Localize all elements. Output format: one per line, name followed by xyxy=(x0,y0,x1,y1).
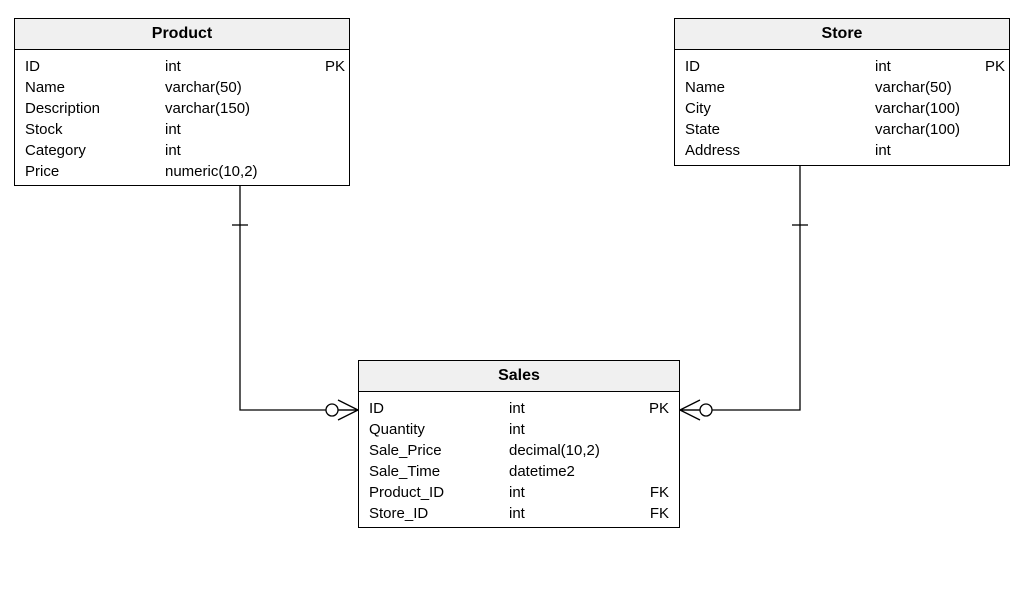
field-type: int xyxy=(165,140,315,161)
field-key xyxy=(315,98,345,119)
cardinality-zero-icon xyxy=(700,404,712,416)
field-key: PK xyxy=(315,56,345,77)
field-type: varchar(100) xyxy=(875,98,985,119)
entity-sales-body: IDintPKQuantityintSale_Pricedecimal(10,2… xyxy=(359,392,679,534)
entity-store: Store IDintPKNamevarchar(50)Cityvarchar(… xyxy=(674,18,1010,166)
field-key xyxy=(985,77,1005,98)
field-name: Name xyxy=(685,77,875,98)
entity-product: Product IDintPKNamevarchar(50)Descriptio… xyxy=(14,18,350,186)
field-name: Sale_Time xyxy=(369,461,509,482)
field-name: ID xyxy=(25,56,165,77)
field-row: IDintPK xyxy=(369,398,669,419)
field-row: Namevarchar(50) xyxy=(685,77,999,98)
entity-product-body: IDintPKNamevarchar(50)Descriptionvarchar… xyxy=(15,50,349,192)
field-type: int xyxy=(509,482,639,503)
field-row: Statevarchar(100) xyxy=(685,119,999,140)
field-type: varchar(150) xyxy=(165,98,315,119)
field-name: Stock xyxy=(25,119,165,140)
field-row: Addressint xyxy=(685,140,999,161)
field-row: Product_IDintFK xyxy=(369,482,669,503)
field-row: Sale_Timedatetime2 xyxy=(369,461,669,482)
field-row: Pricenumeric(10,2) xyxy=(25,161,339,182)
field-type: int xyxy=(165,119,315,140)
entity-store-title: Store xyxy=(675,19,1009,50)
field-key: FK xyxy=(639,503,669,524)
field-type: int xyxy=(509,419,639,440)
relationship-line xyxy=(680,166,800,410)
entity-store-body: IDintPKNamevarchar(50)Cityvarchar(100)St… xyxy=(675,50,1009,171)
field-key: PK xyxy=(639,398,669,419)
field-name: Store_ID xyxy=(369,503,509,524)
field-key xyxy=(315,161,345,182)
field-key: PK xyxy=(985,56,1005,77)
field-key xyxy=(985,140,1005,161)
field-key xyxy=(639,440,669,461)
field-row: Quantityint xyxy=(369,419,669,440)
field-name: Name xyxy=(25,77,165,98)
field-name: Price xyxy=(25,161,165,182)
field-type: varchar(50) xyxy=(165,77,315,98)
field-type: int xyxy=(875,140,985,161)
entity-sales: Sales IDintPKQuantityintSale_Pricedecima… xyxy=(358,360,680,528)
cardinality-many-icon xyxy=(338,400,358,420)
entity-sales-title: Sales xyxy=(359,361,679,392)
field-type: datetime2 xyxy=(509,461,639,482)
field-name: ID xyxy=(685,56,875,77)
field-name: Product_ID xyxy=(369,482,509,503)
field-key xyxy=(639,461,669,482)
field-type: int xyxy=(509,503,639,524)
field-name: State xyxy=(685,119,875,140)
field-type: int xyxy=(875,56,985,77)
field-key xyxy=(639,419,669,440)
field-key xyxy=(315,119,345,140)
field-name: Address xyxy=(685,140,875,161)
cardinality-zero-icon xyxy=(326,404,338,416)
field-row: IDintPK xyxy=(25,56,339,77)
field-name: ID xyxy=(369,398,509,419)
field-key: FK xyxy=(639,482,669,503)
relationship-line xyxy=(240,186,358,410)
field-key xyxy=(985,98,1005,119)
field-type: decimal(10,2) xyxy=(509,440,639,461)
field-row: Namevarchar(50) xyxy=(25,77,339,98)
field-name: Sale_Price xyxy=(369,440,509,461)
field-name: Category xyxy=(25,140,165,161)
field-row: Stockint xyxy=(25,119,339,140)
field-name: Description xyxy=(25,98,165,119)
field-type: int xyxy=(509,398,639,419)
field-key xyxy=(315,140,345,161)
field-name: Quantity xyxy=(369,419,509,440)
field-type: numeric(10,2) xyxy=(165,161,315,182)
field-row: Store_IDintFK xyxy=(369,503,669,524)
field-type: varchar(100) xyxy=(875,119,985,140)
field-type: varchar(50) xyxy=(875,77,985,98)
field-row: Sale_Pricedecimal(10,2) xyxy=(369,440,669,461)
field-name: City xyxy=(685,98,875,119)
entity-product-title: Product xyxy=(15,19,349,50)
field-row: Descriptionvarchar(150) xyxy=(25,98,339,119)
field-key xyxy=(315,77,345,98)
field-row: Categoryint xyxy=(25,140,339,161)
field-type: int xyxy=(165,56,315,77)
field-row: Cityvarchar(100) xyxy=(685,98,999,119)
cardinality-many-icon xyxy=(680,400,700,420)
field-key xyxy=(985,119,1005,140)
field-row: IDintPK xyxy=(685,56,999,77)
